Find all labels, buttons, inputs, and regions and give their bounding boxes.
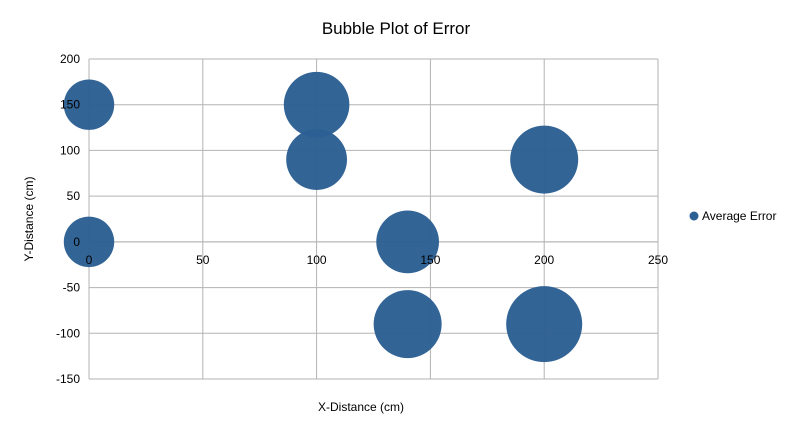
bubble [63, 216, 115, 268]
legend-marker [689, 211, 699, 221]
bubble [376, 210, 439, 274]
bubble [506, 286, 583, 363]
bubble [373, 290, 442, 359]
y-tick-label: -100 [56, 326, 80, 340]
x-tick-labels: 0 50 100 150 200 250 [86, 253, 669, 267]
x-tick-label: 100 [307, 253, 327, 267]
y-tick-label: 200 [60, 52, 80, 66]
y-axis-label: Y-Distance (cm) [22, 177, 36, 262]
legend-label: Average Error [702, 209, 776, 223]
y-tick-label: -50 [63, 281, 81, 295]
y-tick-label: 50 [67, 189, 81, 203]
bubble [283, 71, 350, 138]
x-tick-label: 250 [648, 253, 668, 267]
bubble [286, 129, 348, 190]
legend: Average Error [689, 209, 776, 223]
x-axis-label: X-Distance (cm) [318, 400, 404, 414]
x-tick-label: 50 [196, 253, 210, 267]
x-tick-label: 150 [420, 253, 440, 267]
x-tick-label: 0 [86, 253, 93, 267]
grid [88, 58, 659, 380]
bubble [510, 125, 579, 194]
chart-title: Bubble Plot of Error [322, 19, 471, 38]
y-tick-label: 150 [60, 98, 80, 112]
bubble-series [63, 71, 583, 363]
y-tick-label: -150 [56, 372, 80, 386]
bubble [63, 79, 115, 130]
x-tick-label: 200 [534, 253, 554, 267]
y-tick-label: 100 [60, 143, 80, 157]
y-tick-label: 0 [73, 235, 80, 249]
y-tick-labels: -150 -100 -50 0 50 100 150 200 [56, 52, 80, 386]
